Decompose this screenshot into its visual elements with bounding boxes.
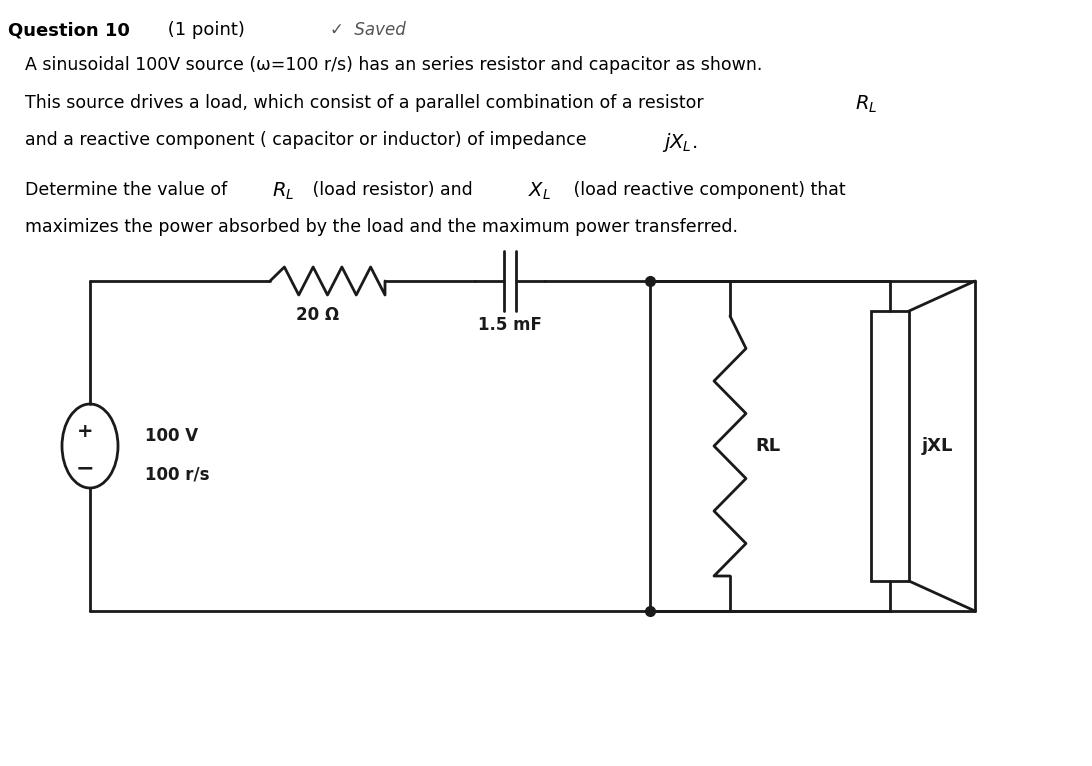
- Text: Question 10: Question 10: [8, 21, 130, 39]
- Text: RL: RL: [755, 437, 780, 455]
- Text: $R_L$: $R_L$: [855, 94, 877, 116]
- Text: Determine the value of: Determine the value of: [25, 181, 233, 199]
- Text: and a reactive component ( capacitor or inductor) of impedance: and a reactive component ( capacitor or …: [25, 131, 592, 149]
- Text: This source drives a load, which consist of a parallel combination of a resistor: This source drives a load, which consist…: [25, 94, 709, 112]
- Text: $X_L$: $X_L$: [529, 181, 551, 202]
- Text: (1 point): (1 point): [162, 21, 245, 39]
- Text: jXL: jXL: [922, 437, 953, 455]
- Text: $R_L$: $R_L$: [272, 181, 295, 202]
- Text: −: −: [75, 458, 94, 478]
- Text: $jX_L$.: $jX_L$.: [662, 131, 698, 154]
- Text: maximizes the power absorbed by the load and the maximum power transferred.: maximizes the power absorbed by the load…: [25, 218, 738, 236]
- Text: A sinusoidal 100V source (ω=100 r/s) has an series resistor and capacitor as sho: A sinusoidal 100V source (ω=100 r/s) has…: [25, 56, 762, 74]
- Text: +: +: [76, 421, 93, 440]
- Text: (load resistor) and: (load resistor) and: [307, 181, 478, 199]
- Text: (load reactive component) that: (load reactive component) that: [568, 181, 845, 199]
- Text: 100 r/s: 100 r/s: [145, 465, 210, 483]
- Text: 20 Ω: 20 Ω: [296, 306, 339, 324]
- Text: 1.5 mF: 1.5 mF: [478, 316, 542, 334]
- Text: ✓  Saved: ✓ Saved: [330, 21, 406, 39]
- Text: 100 V: 100 V: [145, 427, 198, 445]
